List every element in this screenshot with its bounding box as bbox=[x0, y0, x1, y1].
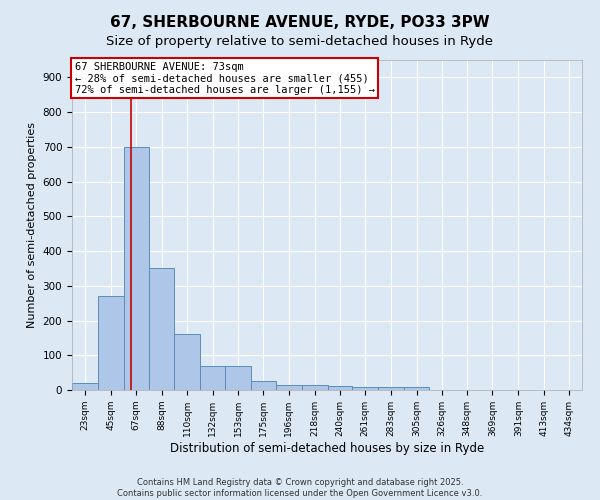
X-axis label: Distribution of semi-detached houses by size in Ryde: Distribution of semi-detached houses by … bbox=[170, 442, 484, 454]
Bar bbox=[378, 386, 404, 390]
Y-axis label: Number of semi-detached properties: Number of semi-detached properties bbox=[27, 122, 37, 328]
Text: 67, SHERBOURNE AVENUE, RYDE, PO33 3PW: 67, SHERBOURNE AVENUE, RYDE, PO33 3PW bbox=[110, 15, 490, 30]
Bar bbox=[404, 386, 429, 390]
Text: Size of property relative to semi-detached houses in Ryde: Size of property relative to semi-detach… bbox=[107, 35, 493, 48]
Bar bbox=[352, 386, 378, 390]
Bar bbox=[149, 268, 175, 390]
Bar bbox=[276, 385, 302, 390]
Bar bbox=[98, 296, 124, 390]
Bar bbox=[225, 366, 251, 390]
Bar bbox=[328, 386, 352, 390]
Text: 67 SHERBOURNE AVENUE: 73sqm
← 28% of semi-detached houses are smaller (455)
72% : 67 SHERBOURNE AVENUE: 73sqm ← 28% of sem… bbox=[74, 62, 374, 95]
Bar bbox=[124, 147, 149, 390]
Bar bbox=[200, 366, 225, 390]
Bar bbox=[302, 385, 328, 390]
Bar bbox=[72, 383, 98, 390]
Text: Contains HM Land Registry data © Crown copyright and database right 2025.
Contai: Contains HM Land Registry data © Crown c… bbox=[118, 478, 482, 498]
Bar bbox=[175, 334, 200, 390]
Bar bbox=[251, 382, 276, 390]
